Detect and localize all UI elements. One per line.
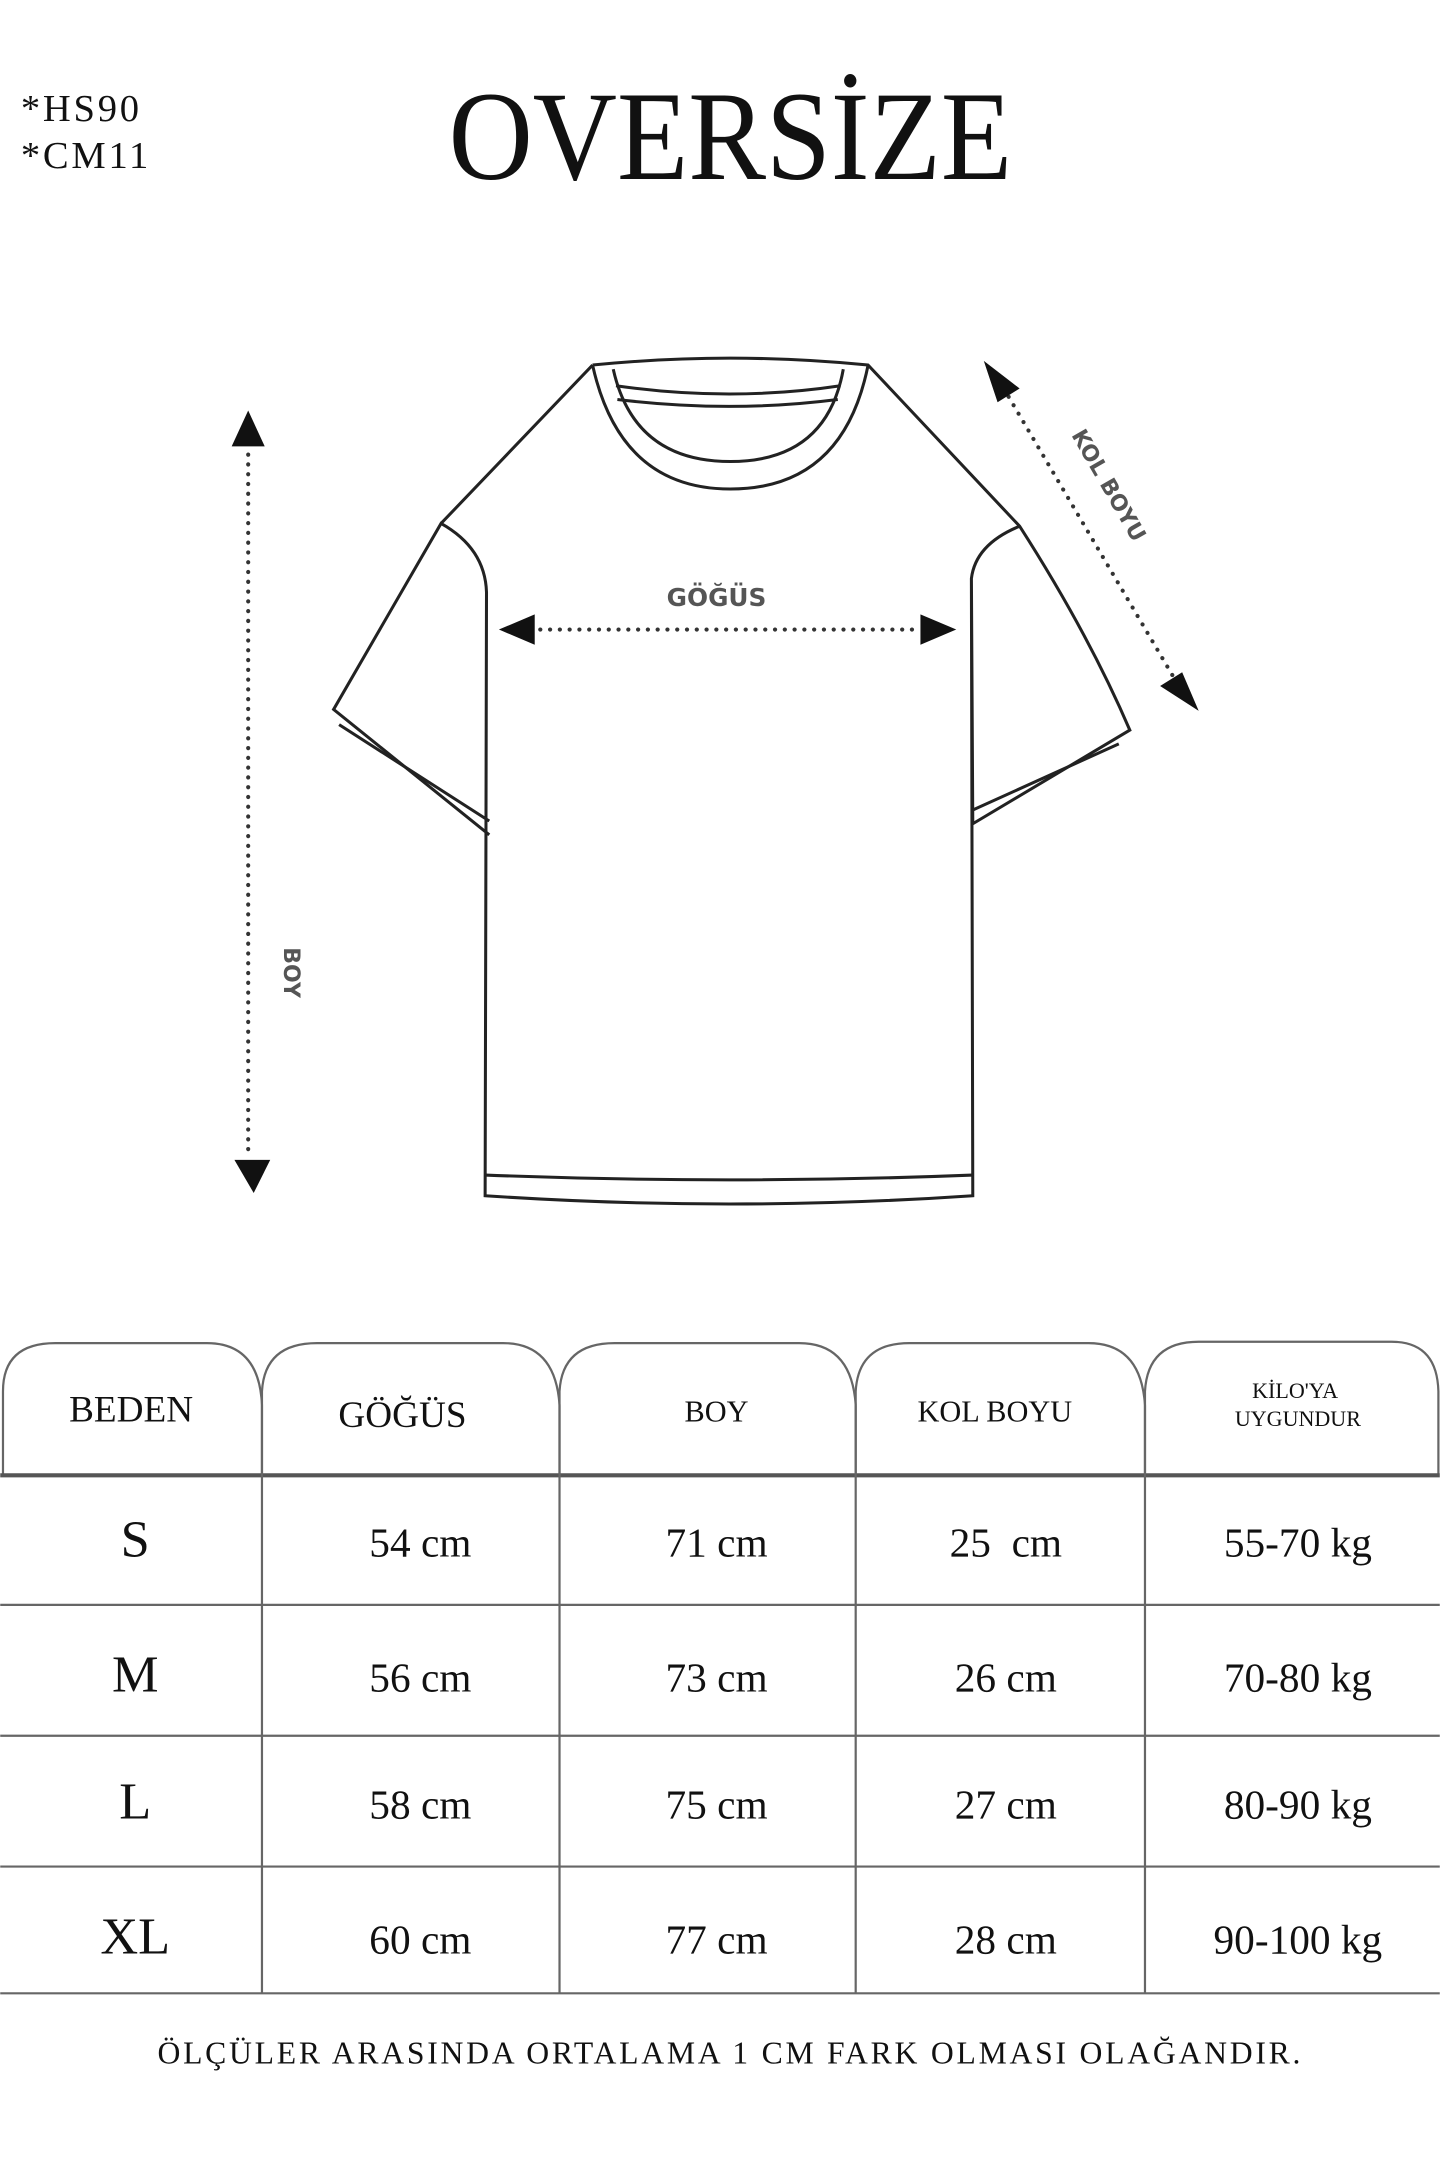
header-beden: BEDEN <box>69 1390 193 1431</box>
table-cell: 55-70 kg <box>1224 1520 1372 1566</box>
page-title: OVERSİZE <box>449 67 1012 208</box>
sleeve-arrow-icon <box>983 360 1199 711</box>
table-cell: 90-100 kg <box>1214 1916 1383 1962</box>
product-code-1: *HS90 <box>21 88 142 130</box>
length-arrow-icon <box>231 410 271 1193</box>
tshirt-outline-icon <box>331 356 1132 1206</box>
chest-label: GÖĞÜS <box>667 582 767 612</box>
table-cell: 54 cm <box>369 1520 471 1566</box>
header-gogus: GÖĞÜS <box>338 1394 466 1436</box>
table-cell: 77 cm <box>665 1916 767 1962</box>
table-cell: 73 cm <box>665 1655 767 1701</box>
size-table <box>0 1340 1440 1995</box>
table-cell: 28 cm <box>955 1916 1057 1962</box>
header-uygundur: UYGUNDUR <box>1235 1406 1361 1431</box>
size-cell: M <box>112 1646 159 1704</box>
chest-arrow-icon <box>498 614 957 645</box>
size-cell: XL <box>100 1907 170 1965</box>
header-boy: BOY <box>685 1395 749 1429</box>
table-cell: 58 cm <box>369 1781 471 1827</box>
size-cell: L <box>119 1772 151 1830</box>
table-cell: 75 cm <box>665 1781 767 1827</box>
header-kol-boyu: KOL BOYU <box>918 1395 1073 1429</box>
table-cell: 60 cm <box>369 1916 471 1962</box>
product-code-2: *CM11 <box>21 135 151 177</box>
header-kilo: KİLO'YA <box>1252 1378 1338 1403</box>
table-cell: 71 cm <box>665 1520 767 1566</box>
footer-note: ÖLÇÜLER ARASINDA ORTALAMA 1 CM FARK OLMA… <box>157 2036 1303 2071</box>
table-cell: 70-80 kg <box>1224 1655 1372 1701</box>
sleeve-label: KOL BOYU <box>1066 425 1150 546</box>
table-cell: 25 cm <box>950 1520 1062 1566</box>
length-label: BOY <box>278 947 303 999</box>
table-cell: 27 cm <box>955 1781 1057 1827</box>
size-cell: S <box>121 1511 150 1569</box>
table-cell: 26 cm <box>955 1655 1057 1701</box>
table-cell: 80-90 kg <box>1224 1781 1372 1827</box>
table-cell: 56 cm <box>369 1655 471 1701</box>
